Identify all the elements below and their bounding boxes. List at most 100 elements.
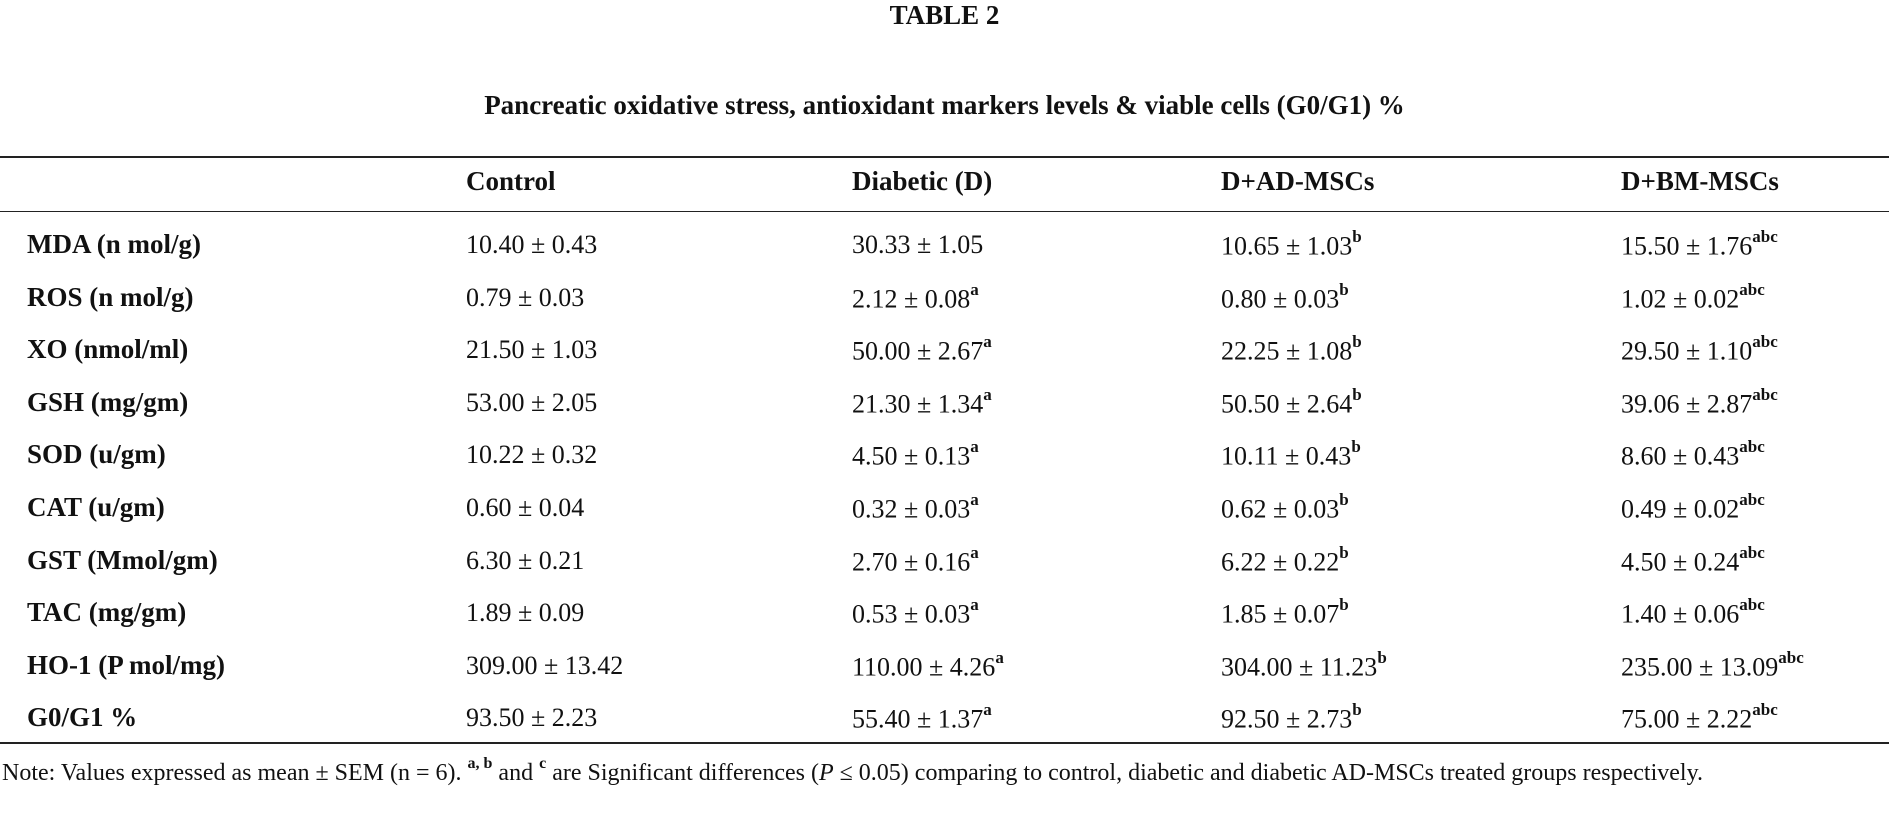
cell-superscript: a <box>970 437 979 457</box>
cell: 1.40 ± 0.06abc <box>1621 595 1765 630</box>
cell: 10.65 ± 1.03b <box>1221 227 1362 262</box>
cell: 0.80 ± 0.03b <box>1221 279 1349 315</box>
cell-value: 304.00 ± 11.23 <box>1221 652 1378 682</box>
table-subtitle: Pancreatic oxidative stress, antioxidant… <box>484 90 1405 120</box>
cell-value: 1.89 ± 0.09 <box>466 598 585 628</box>
cell-value: 50.50 ± 2.64 <box>1221 389 1353 419</box>
column-header: D+BM-MSCs <box>1621 166 1779 196</box>
cell-value: 55.40 ± 1.37 <box>852 705 984 735</box>
cell-value: 0.53 ± 0.03 <box>852 599 971 629</box>
column-header: Diabetic (D) <box>852 166 993 196</box>
cell-value: 0.79 ± 0.03 <box>466 282 585 312</box>
cell: 0.49 ± 0.02abc <box>1621 490 1765 525</box>
cell-superscript: b <box>1339 279 1349 299</box>
cell-superscript: a <box>983 700 992 720</box>
cell: 235.00 ± 13.09abc <box>1621 647 1804 683</box>
row-label: GSH (mg/gm) <box>27 386 189 417</box>
cell-value: 53.00 ± 2.05 <box>466 387 598 417</box>
row-label: HO-1 (P mol/mg) <box>27 649 225 680</box>
cell: 10.11 ± 0.43b <box>1221 437 1361 472</box>
cell-superscript: a <box>995 647 1004 667</box>
cell: 39.06 ± 2.87abc <box>1621 384 1778 420</box>
cell-superscript: abc <box>1778 647 1804 667</box>
cell-superscript: a <box>970 490 979 509</box>
cell-value: 4.50 ± 0.13 <box>852 442 971 472</box>
cell-value: 1.40 ± 0.06 <box>1621 599 1740 629</box>
cell-value: 1.02 ± 0.02 <box>1621 284 1740 314</box>
column-header: Control <box>466 166 556 196</box>
cell-value: 22.25 ± 1.08 <box>1221 336 1353 366</box>
cell-superscript: a <box>983 332 992 352</box>
cell: 1.89 ± 0.09 <box>466 598 584 628</box>
cell-value: 235.00 ± 13.09 <box>1621 652 1779 682</box>
cell-value: 21.30 ± 1.34 <box>852 389 984 419</box>
cell-superscript: abc <box>1752 384 1778 404</box>
cell-value: 0.32 ± 0.03 <box>852 494 971 524</box>
cell-value: 15.50 ± 1.76 <box>1621 231 1753 261</box>
cell: 55.40 ± 1.37a <box>852 700 992 735</box>
cell-value: 2.70 ± 0.16 <box>852 547 971 577</box>
cell-value: 30.33 ± 1.05 <box>852 230 984 259</box>
note-text: a, b <box>467 755 493 772</box>
row-label: CAT (u/gm) <box>27 492 165 522</box>
cell: 6.22 ± 0.22b <box>1221 543 1349 578</box>
row-label: GST (Mmol/gm) <box>27 544 218 575</box>
note-text: Note: Values expressed as mean ± SEM (n … <box>2 760 468 786</box>
cell-superscript: abc <box>1752 227 1778 246</box>
cell-superscript: b <box>1339 595 1349 615</box>
cell-superscript: abc <box>1739 279 1765 299</box>
cell: 93.50 ± 2.23 <box>466 703 597 733</box>
cell: 0.60 ± 0.04 <box>466 493 584 523</box>
note-text: and <box>492 760 540 786</box>
table-note: Note: Values expressed as mean ± SEM (n … <box>2 752 1872 788</box>
cell-value: 6.30 ± 0.21 <box>466 545 585 575</box>
cell: 309.00 ± 13.42 <box>466 651 623 681</box>
cell-superscript: b <box>1352 700 1362 720</box>
cell: 30.33 ± 1.05 <box>852 230 983 260</box>
note-text: are Significant differences ( <box>546 760 819 786</box>
row-label: MDA (n mol/g) <box>27 229 201 259</box>
cell: 1.85 ± 0.07b <box>1221 595 1349 630</box>
cell: 50.50 ± 2.64b <box>1221 384 1362 420</box>
cell: 53.00 ± 2.05 <box>466 388 597 418</box>
cell-superscript: a <box>970 595 979 615</box>
cell: 4.50 ± 0.24abc <box>1621 543 1765 578</box>
cell-value: 21.50 ± 1.03 <box>466 335 598 365</box>
cell: 1.02 ± 0.02abc <box>1621 279 1765 315</box>
cell-superscript: abc <box>1752 700 1778 720</box>
cell-superscript: a <box>970 542 979 562</box>
cell: 10.40 ± 0.43 <box>466 230 597 260</box>
cell-value: 93.50 ± 2.23 <box>466 703 598 733</box>
cell-value: 29.50 ± 1.10 <box>1621 336 1753 366</box>
cell-value: 309.00 ± 13.42 <box>466 650 624 680</box>
note-text: ≤ 0.05) comparing to control, diabetic a… <box>833 760 1704 786</box>
cell: 22.25 ± 1.08b <box>1221 332 1362 367</box>
cell-superscript: a <box>970 279 979 299</box>
cell: 50.00 ± 2.67a <box>852 332 992 367</box>
column-header: D+AD-MSCs <box>1221 166 1375 196</box>
cell-superscript: b <box>1352 384 1362 404</box>
cell-superscript: abc <box>1739 595 1765 615</box>
cell: 0.79 ± 0.03 <box>466 283 584 313</box>
cell: 15.50 ± 1.76abc <box>1621 227 1778 262</box>
cell-value: 10.65 ± 1.03 <box>1221 231 1353 261</box>
cell-superscript: abc <box>1752 332 1778 352</box>
cell-value: 8.60 ± 0.43 <box>1621 442 1740 472</box>
cell: 6.30 ± 0.21 <box>466 546 584 576</box>
top-rule <box>0 156 1889 158</box>
cell: 0.53 ± 0.03a <box>852 595 979 630</box>
cell-superscript: b <box>1351 437 1361 457</box>
cell-value: 50.00 ± 2.67 <box>852 336 984 366</box>
cell-superscript: b <box>1352 227 1362 246</box>
cell: 10.22 ± 0.32 <box>466 440 597 470</box>
cell-superscript: b <box>1352 332 1362 352</box>
cell-value: 110.00 ± 4.26 <box>852 652 996 682</box>
cell-value: 10.40 ± 0.43 <box>466 230 598 259</box>
cell: 2.70 ± 0.16a <box>852 542 979 578</box>
row-label: ROS (n mol/g) <box>27 281 194 312</box>
cell-value: 10.11 ± 0.43 <box>1221 442 1352 472</box>
cell: 21.50 ± 1.03 <box>466 335 597 365</box>
cell: 0.62 ± 0.03b <box>1221 490 1349 525</box>
cell: 2.12 ± 0.08a <box>852 279 979 315</box>
